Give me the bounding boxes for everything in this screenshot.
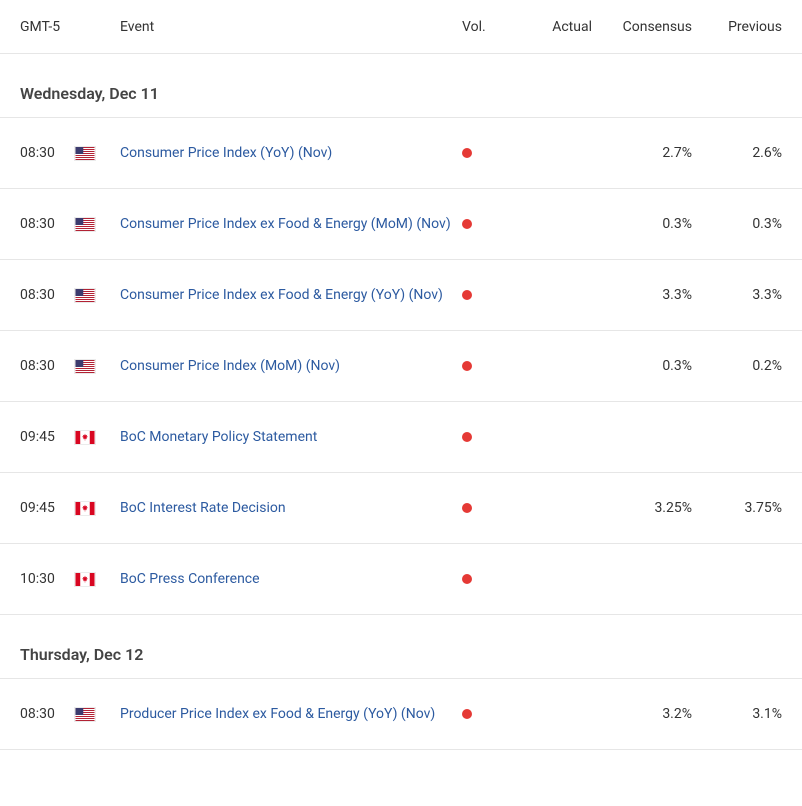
event-consensus: 2.7%: [592, 145, 692, 161]
event-previous: 3.3%: [692, 287, 782, 303]
event-row[interactable]: 08:30 Consumer Price Index ex Food & Ene…: [0, 260, 802, 331]
day-header: Wednesday, Dec 11: [0, 54, 802, 118]
event-row[interactable]: 09:45 BoC Interest Rate Decision 3.25%3.7…: [0, 473, 802, 544]
volatility-indicator: [462, 290, 502, 300]
event-link[interactable]: Consumer Price Index ex Food & Energy (Y…: [120, 287, 443, 303]
event-row[interactable]: 08:30 Consumer Price Index ex Food & Ene…: [0, 189, 802, 260]
volatility-dot-icon: [462, 503, 472, 513]
event-time: 08:30: [20, 358, 74, 374]
event-link[interactable]: Consumer Price Index ex Food & Energy (M…: [120, 216, 451, 232]
event-link[interactable]: Consumer Price Index (YoY) (Nov): [120, 145, 332, 161]
col-actual-header: Actual: [502, 19, 592, 35]
us-flag-icon: [74, 217, 120, 232]
volatility-indicator: [462, 219, 502, 229]
col-consensus-header: Consensus: [592, 19, 692, 35]
event-consensus: 3.25%: [592, 500, 692, 516]
event-link[interactable]: BoC Monetary Policy Statement: [120, 429, 317, 445]
col-vol-header: Vol.: [462, 19, 502, 35]
event-consensus: 3.2%: [592, 706, 692, 722]
volatility-dot-icon: [462, 361, 472, 371]
volatility-dot-icon: [462, 148, 472, 158]
event-name: BoC Interest Rate Decision: [120, 500, 462, 516]
event-name: Consumer Price Index (YoY) (Nov): [120, 145, 462, 161]
event-time: 08:30: [20, 706, 74, 722]
event-row[interactable]: 10:30 BoC Press Conference: [0, 544, 802, 615]
event-row[interactable]: 09:45 BoC Monetary Policy Statement: [0, 402, 802, 473]
event-link[interactable]: Producer Price Index ex Food & Energy (Y…: [120, 706, 435, 722]
event-previous: 2.6%: [692, 145, 782, 161]
event-previous: 0.3%: [692, 216, 782, 232]
event-time: 08:30: [20, 216, 74, 232]
volatility-indicator: [462, 574, 502, 584]
us-flag-icon: [74, 288, 120, 303]
event-row[interactable]: 08:30 Consumer Price Index (MoM) (Nov) 0.…: [0, 331, 802, 402]
col-previous-header: Previous: [692, 19, 782, 35]
ca-flag-icon: [74, 501, 120, 516]
volatility-dot-icon: [462, 432, 472, 442]
event-consensus: 3.3%: [592, 287, 692, 303]
day-header: Thursday, Dec 12: [0, 615, 802, 679]
event-time: 09:45: [20, 429, 74, 445]
event-previous: 3.1%: [692, 706, 782, 722]
event-link[interactable]: BoC Interest Rate Decision: [120, 500, 286, 516]
event-name: Consumer Price Index ex Food & Energy (Y…: [120, 287, 462, 303]
event-link[interactable]: BoC Press Conference: [120, 571, 260, 587]
event-row[interactable]: 08:30 Consumer Price Index (YoY) (Nov) 2.…: [0, 118, 802, 189]
event-consensus: 0.3%: [592, 216, 692, 232]
col-event-header: Event: [120, 19, 462, 35]
volatility-indicator: [462, 148, 502, 158]
event-time: 09:45: [20, 500, 74, 516]
event-name: Consumer Price Index ex Food & Energy (M…: [120, 216, 462, 232]
volatility-dot-icon: [462, 709, 472, 719]
event-name: BoC Press Conference: [120, 571, 462, 587]
ca-flag-icon: [74, 572, 120, 587]
event-link[interactable]: Consumer Price Index (MoM) (Nov): [120, 358, 340, 374]
col-time-header: GMT-5: [20, 19, 74, 35]
volatility-indicator: [462, 361, 502, 371]
event-name: Consumer Price Index (MoM) (Nov): [120, 358, 462, 374]
event-consensus: 0.3%: [592, 358, 692, 374]
column-header-row: GMT-5 Event Vol. Actual Consensus Previo…: [0, 0, 802, 54]
event-row[interactable]: 08:30 Producer Price Index ex Food & Ene…: [0, 679, 802, 750]
us-flag-icon: [74, 359, 120, 374]
volatility-dot-icon: [462, 219, 472, 229]
event-previous: 0.2%: [692, 358, 782, 374]
economic-calendar: GMT-5 Event Vol. Actual Consensus Previo…: [0, 0, 802, 750]
volatility-dot-icon: [462, 574, 472, 584]
ca-flag-icon: [74, 430, 120, 445]
volatility-indicator: [462, 503, 502, 513]
us-flag-icon: [74, 707, 120, 722]
event-name: Producer Price Index ex Food & Energy (Y…: [120, 706, 462, 722]
event-name: BoC Monetary Policy Statement: [120, 429, 462, 445]
volatility-indicator: [462, 709, 502, 719]
volatility-dot-icon: [462, 290, 472, 300]
us-flag-icon: [74, 146, 120, 161]
volatility-indicator: [462, 432, 502, 442]
event-time: 10:30: [20, 571, 74, 587]
event-time: 08:30: [20, 287, 74, 303]
event-time: 08:30: [20, 145, 74, 161]
event-previous: 3.75%: [692, 500, 782, 516]
